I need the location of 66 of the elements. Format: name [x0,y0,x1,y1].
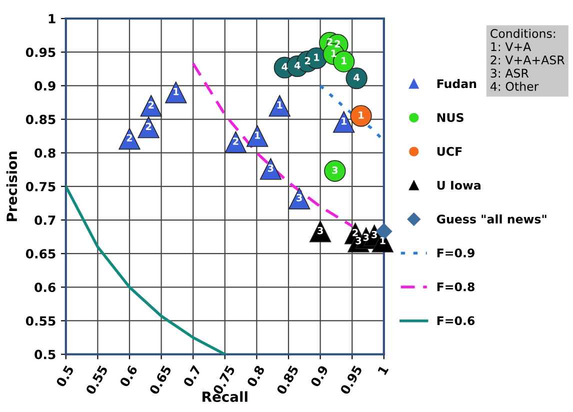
y-tick-label: 0.75 [26,182,56,192]
point [324,160,346,182]
legend-label: F=0.8 [437,282,474,292]
y-axis-title: Precision [6,152,18,222]
line-series [66,185,226,354]
y-tick-label: 0.95 [26,48,56,58]
annotation: 1 [174,88,179,96]
annotation: 1 [342,57,347,64]
annotation: 1 [342,118,347,125]
point [333,111,355,133]
annotation: 2 [233,138,238,145]
legend-label: F=0.9 [437,248,474,258]
annotation: 1 [277,101,282,109]
point [224,131,247,153]
annotation: 3 [332,166,338,174]
point [246,125,268,147]
x-tick-label: 1 [378,364,389,376]
x-tick-label: 0.5 [56,364,74,388]
y-tick-label: 0.85 [26,114,56,124]
y-tick-label: 0.55 [26,316,56,326]
annotation: 4 [294,62,300,69]
legend-label: U Iowa [437,180,480,190]
legend-label: NUS [437,113,464,122]
point [165,82,187,104]
point [138,116,160,138]
point [346,67,368,90]
annotation: 1 [255,132,260,139]
annotation: 3 [363,234,369,241]
y-tick-label: 0.9 [34,81,56,91]
y-tick-label: 0.5 [34,350,56,360]
annotation: 3 [296,194,302,202]
y-tick-label: 0.7 [34,215,56,225]
y-tick-label: 0.65 [26,249,56,259]
annotation: 3 [372,230,377,238]
point [268,95,290,117]
legend-label: UCF [437,146,462,156]
point [288,188,310,210]
annotation: 3 [268,164,274,172]
annotation: 2 [146,122,152,130]
point [118,128,140,150]
legend-label: Fudan [437,79,476,88]
y-tick-label: 0.8 [34,148,56,158]
annotation: 2 [304,56,310,64]
annotation: 3 [356,236,362,244]
text: Conditions: 1: V+A 2: V+A+ASR 3: ASR 4: Other [490,28,565,91]
point [140,95,162,117]
legend-label: Guess "all news" [436,214,546,224]
y-tick-label: 1 [48,14,56,24]
point [309,220,332,242]
annotation: 4 [354,74,360,81]
point [260,158,282,180]
annotation: 1 [358,112,364,119]
x-tick-label: 0.9 [310,364,329,388]
annotation: 2 [352,228,358,236]
x-tick-label: 0.8 [246,364,265,388]
annotation: 1 [331,50,336,57]
annotation: 1 [380,237,386,244]
x-tick-label: 0.6 [119,364,138,388]
annotation: 1 [314,54,320,61]
annotation: 3 [318,226,323,234]
point [350,105,372,127]
annotation: 4 [282,63,288,70]
legend-label: F=0.6 [437,316,475,326]
y-tick-label: 0.6 [34,282,56,292]
annotation: 2 [148,101,154,109]
annotation: 2 [126,134,132,142]
